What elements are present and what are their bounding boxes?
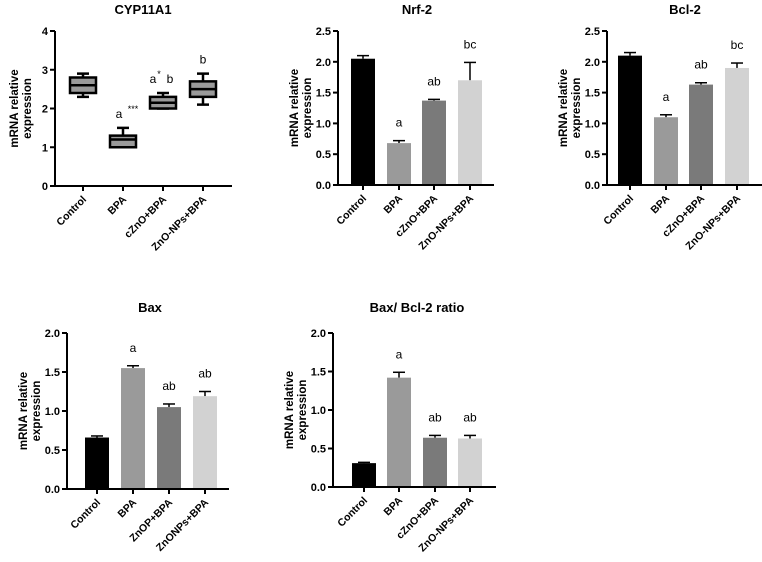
significance-label: ab	[694, 58, 708, 72]
significance-stars: *	[157, 69, 161, 79]
bar-bpa	[654, 117, 678, 185]
y-tick-label: 0	[42, 181, 48, 193]
y-tick-label: 0.0	[311, 482, 326, 494]
bar-zno-nps-bpa	[458, 438, 482, 487]
y-tick-label: 0.5	[45, 445, 60, 457]
y-tick-label: 1.5	[316, 88, 331, 100]
y-axis-label-line1: mRNA relative	[284, 371, 296, 449]
x-tick-label: Control	[601, 193, 636, 228]
significance-label: ab	[428, 410, 442, 424]
significance-label: a	[663, 90, 670, 104]
box-bpa	[108, 134, 138, 149]
chart-title: Bax/ Bcl-2 ratio	[370, 300, 465, 315]
significance-label: b	[167, 72, 174, 86]
y-tick-label: 4	[42, 26, 49, 38]
bar-control	[351, 58, 375, 185]
y-axis-label-line2: expression	[571, 78, 583, 139]
significance-label: a	[116, 107, 123, 121]
significance-label: a	[396, 116, 403, 130]
y-tick-label: 2.5	[316, 26, 331, 38]
bar-bpa	[387, 143, 411, 185]
x-tick-label: BPA	[116, 496, 140, 520]
significance-label: bc	[731, 38, 744, 52]
bar-bpa	[387, 377, 411, 487]
y-tick-label: 0.5	[311, 444, 326, 456]
y-tick-label: 1.0	[45, 406, 60, 418]
y-tick-label: 2.0	[311, 328, 326, 340]
y-axis-label-line2: expression	[22, 78, 34, 139]
y-tick-label: 2.5	[585, 26, 600, 38]
x-tick-label: BPA	[106, 193, 130, 217]
panel-bcl-2: Bcl-2 mRNA relative expression Control a BPA a…	[558, 2, 762, 252]
bar-control	[618, 55, 642, 185]
bar-control	[352, 463, 376, 487]
y-tick-label: 1.5	[311, 367, 326, 379]
significance-label: a	[150, 72, 157, 86]
chart-title: Bcl-2	[669, 2, 701, 17]
y-axis-label-line2: expression	[31, 381, 43, 442]
x-tick-label: Control	[335, 495, 370, 530]
significance-stars: ***	[128, 104, 139, 114]
bar-znonps-bpa	[193, 396, 217, 489]
significance-label: a	[130, 341, 137, 355]
bar-bpa	[121, 368, 145, 489]
significance-label: bc	[464, 37, 477, 51]
x-tick-label: Control	[334, 193, 369, 228]
y-tick-label: 1.0	[316, 118, 331, 130]
y-tick-label: 2.0	[45, 328, 60, 340]
y-tick-label: 2.0	[316, 57, 331, 69]
y-tick-label: 1.0	[585, 118, 600, 130]
y-axis-label-line1: mRNA relative	[558, 69, 570, 147]
y-tick-label: 2.0	[585, 57, 600, 69]
panel-nrf-2: Nrf-2 mRNA relative expression Control a BPA a…	[289, 2, 494, 252]
bar-zno-nps-bpa	[458, 80, 482, 185]
chart-title: Bax	[138, 300, 163, 315]
chart-title: CYP11A1	[114, 2, 171, 17]
significance-label: b	[200, 53, 207, 67]
significance-label: ab	[427, 74, 441, 88]
significance-label: ab	[198, 367, 212, 381]
x-tick-label: BPA	[382, 192, 406, 216]
y-axis-label-line2: expression	[297, 380, 309, 441]
y-axis-label-line1: mRNA relative	[18, 372, 30, 450]
y-tick-label: 0.0	[316, 180, 331, 192]
significance-label: a	[396, 347, 403, 361]
bar-czno-bpa	[422, 100, 446, 185]
x-tick-label: BPA	[649, 192, 673, 216]
y-tick-label: 3	[42, 65, 48, 77]
significance-label: ab	[463, 410, 477, 424]
y-tick-label: 1.5	[45, 367, 60, 379]
y-tick-label: 0.0	[585, 180, 600, 192]
bar-czno-bpa	[423, 437, 447, 487]
y-tick-label: 0.0	[45, 484, 60, 496]
y-tick-label: 1.0	[311, 405, 326, 417]
significance-label: ab	[162, 379, 176, 393]
y-tick-label: 1	[42, 142, 48, 154]
panel-bax-bcl-2-ratio: Bax/ Bcl-2 ratio mRNA relative expression C…	[284, 300, 496, 554]
x-tick-label: Control	[54, 194, 89, 229]
y-tick-label: 0.5	[316, 149, 331, 161]
y-axis-label-line2: expression	[302, 78, 314, 139]
y-tick-label: 2	[42, 104, 48, 116]
bar-zno-nps-bpa	[725, 67, 749, 185]
x-tick-label: Control	[68, 497, 103, 532]
bar-czno-bpa	[689, 84, 713, 185]
chart-title: Nrf-2	[402, 2, 432, 17]
y-axis-label-line1: mRNA relative	[289, 69, 301, 147]
y-tick-label: 1.5	[585, 88, 600, 100]
y-axis-label-line1: mRNA relative	[9, 69, 21, 147]
bar-znop-bpa	[157, 407, 181, 489]
y-tick-label: 0.5	[585, 149, 600, 161]
bar-control	[85, 437, 109, 489]
x-tick-label: BPA	[382, 494, 406, 518]
